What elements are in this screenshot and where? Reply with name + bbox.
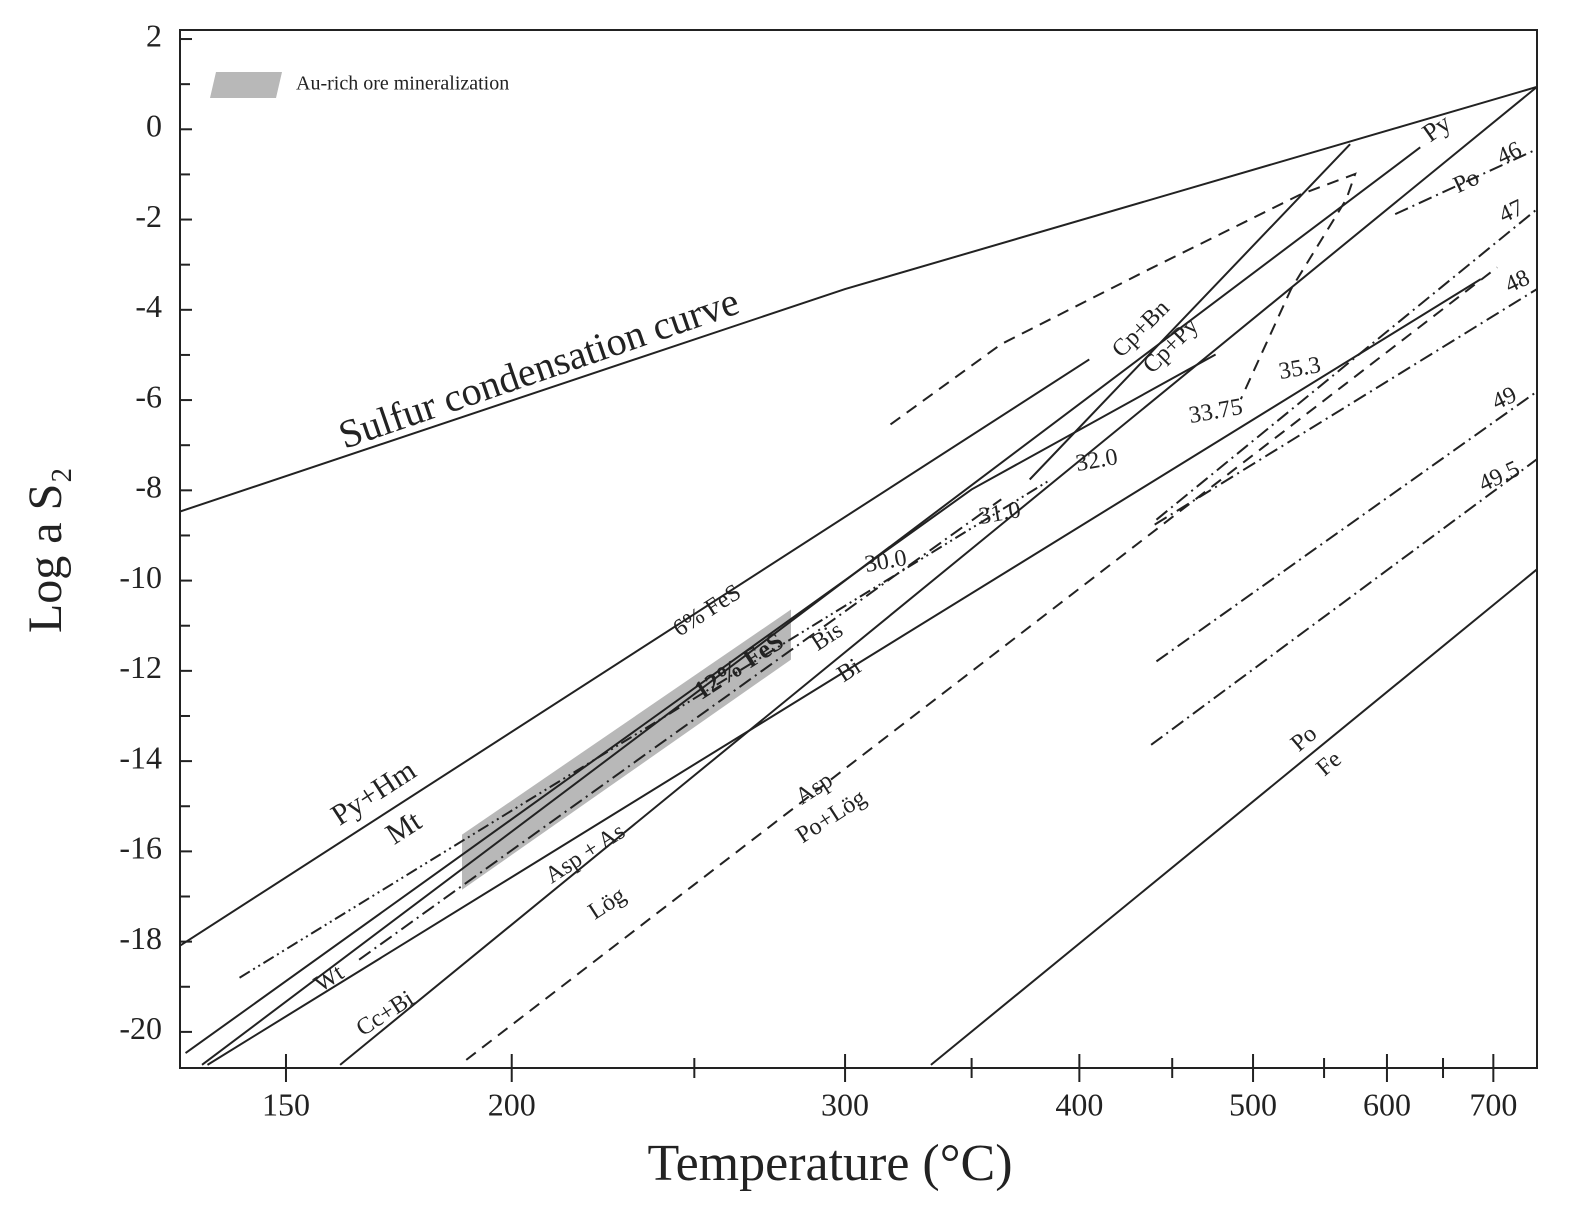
mineralization-region — [462, 609, 791, 890]
x-tick-label: 200 — [488, 1086, 536, 1122]
x-tick-label: 150 — [262, 1086, 310, 1122]
boundary-line — [1154, 288, 1537, 526]
boundary-line — [465, 266, 1498, 1061]
boundary-line — [930, 568, 1537, 1066]
boundary-line — [206, 278, 1482, 1066]
annotation: 47 — [1495, 195, 1528, 229]
boundary-line — [1394, 148, 1537, 216]
plot-frame — [179, 29, 1538, 1069]
x-tick-label: 700 — [1469, 1086, 1517, 1122]
y-tick-label: -2 — [135, 198, 162, 234]
boundary-line — [1155, 208, 1537, 521]
y-tick-label: -14 — [119, 739, 162, 775]
y-axis-title: Log a S₂ — [19, 467, 72, 633]
boundary-line — [358, 498, 1002, 961]
annotation: Lög — [584, 882, 631, 925]
legend-label: Au-rich ore mineralization — [296, 73, 509, 95]
annotation: Po — [1286, 721, 1322, 757]
annotation: 32.0 — [1074, 444, 1120, 477]
y-tick-label: -8 — [135, 469, 162, 505]
boundary-line — [1155, 390, 1537, 663]
annotation: Py — [1417, 108, 1456, 148]
legend-swatch — [210, 72, 282, 98]
annotation: 31.0 — [977, 497, 1023, 530]
annotation: Cc+Bi — [352, 986, 419, 1042]
annotation: Wt — [310, 960, 349, 998]
plot — [180, 85, 1537, 1066]
boundary-line — [180, 358, 1090, 947]
annotation: 30.0 — [863, 545, 909, 578]
x-tick-label: 400 — [1055, 1086, 1103, 1122]
y-tick-label: -10 — [119, 559, 162, 595]
annotation: 48 — [1501, 265, 1534, 299]
annotation: Sulfur condensation curve — [333, 278, 745, 457]
y-tick-label: -12 — [119, 649, 162, 685]
annotation: 6% FeS — [669, 579, 746, 642]
boundary-line — [1150, 458, 1537, 746]
annotation: Fe — [1311, 746, 1346, 781]
x-axis-title: Temperature (°C) — [647, 1135, 1012, 1192]
boundary-line — [239, 478, 1052, 979]
y-tick-label: -20 — [119, 1010, 162, 1046]
annotation: 49 — [1488, 382, 1521, 416]
y-tick-label: -18 — [119, 920, 162, 956]
y-tick-label: 0 — [146, 108, 162, 144]
y-tick-label: -4 — [135, 288, 162, 324]
annotation: 49.5 — [1475, 456, 1524, 497]
boundary-line — [180, 85, 1537, 513]
y-tick-label: 2 — [146, 17, 162, 53]
y-tick-label: -6 — [135, 378, 162, 414]
boundary-line — [889, 172, 1357, 426]
boundary-line — [184, 353, 1217, 1054]
boundary-line — [1028, 143, 1351, 481]
x-tick-label: 600 — [1363, 1086, 1411, 1122]
boundary-line — [201, 146, 1421, 1066]
annotation: 46 — [1493, 137, 1526, 171]
x-tick-label: 500 — [1229, 1086, 1277, 1122]
annotation: Po — [1449, 164, 1483, 198]
annotation: 33.75 — [1187, 394, 1245, 429]
boundary-line — [339, 86, 1537, 1066]
annotation: Asp + As — [541, 818, 630, 889]
annotation: Bis — [807, 617, 848, 656]
x-tick-label: 300 — [821, 1086, 869, 1122]
y-tick-label: -16 — [119, 830, 162, 866]
